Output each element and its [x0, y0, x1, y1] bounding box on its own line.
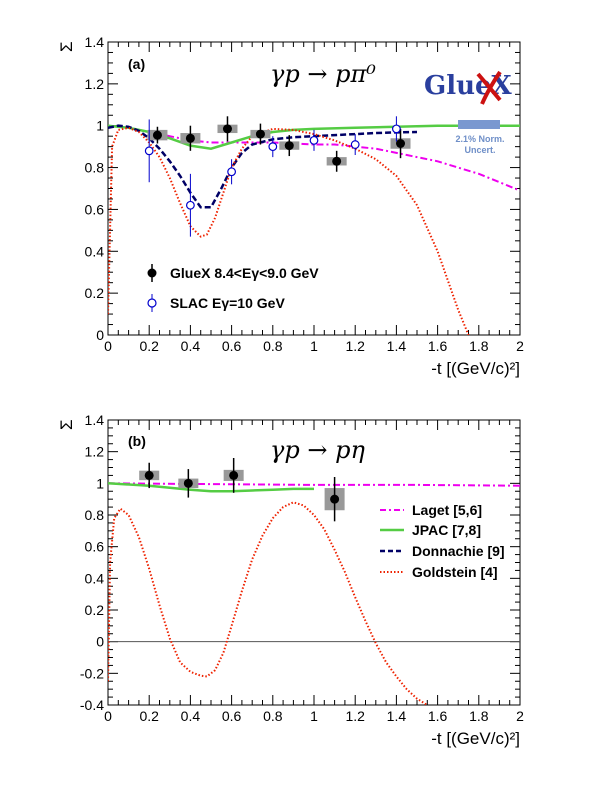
panel-a-xtick-label: 1.2	[345, 338, 365, 354]
legend-gluex-marker	[147, 268, 157, 278]
panel-b-ytick-label: 0.4	[85, 570, 105, 586]
panel-a-plot-area	[108, 116, 520, 335]
panel-b-ytick-label: 0	[96, 634, 104, 650]
panel-b-xtick-label: 0.8	[263, 708, 283, 724]
panel-a-xlabel: -t [(GeV/c)²]	[431, 359, 520, 378]
panel-a-gluex-point	[185, 133, 195, 143]
panel-a-tag: (a)	[128, 56, 145, 72]
panel-b-ylabel: Σ	[57, 419, 76, 430]
panel-b-xtick-label: 1.8	[469, 708, 489, 724]
gluex-logo-swoosh	[476, 70, 502, 105]
panel-b-xtick-label: 1.4	[387, 708, 407, 724]
panel-a-xtick-label: 1.4	[387, 338, 407, 354]
legend-slac-marker	[147, 298, 157, 308]
panel-b-gluex-point	[183, 478, 193, 488]
panel-b-ticks: 0 0.2 0.4 0.6 0.8 1 1.2 1.4 1.6 1.8 2 -0.4 -0.2 0 0.2 0…	[80, 412, 524, 724]
panel-b-ytick-label: 0.2	[85, 602, 105, 618]
panel-b-xtick-label: 0	[104, 708, 112, 724]
norm-uncert-line1: 2.1% Norm.	[455, 134, 504, 144]
panel-b-ytick-label: 0.6	[85, 539, 105, 555]
norm-uncert-box	[458, 120, 500, 129]
panel-b-xtick-label: 0.2	[139, 708, 159, 724]
panel-b-clipped	[108, 458, 520, 705]
panel-a-clipped	[108, 116, 520, 335]
panel-b-legend: Laget [5,6] JPAC [7,8] Donnachie [9] Gol…	[380, 502, 505, 580]
legend-laget-label: Laget [5,6]	[412, 502, 482, 518]
panel-b-gluex-point	[144, 470, 154, 480]
panel-a-legend: GlueX 8.4<Eγ<9.0 GeV SLAC Eγ=10 GeV	[147, 264, 319, 312]
legend-jpac-label: JPAC [7,8]	[412, 522, 481, 538]
panel-a-gluex-point	[255, 129, 265, 139]
panel-a-xtick-label: 1.6	[428, 338, 448, 354]
panel-a-xtick-label: 0.2	[139, 338, 159, 354]
panel-b-tag: (b)	[128, 433, 146, 449]
panel-a-slac-point	[392, 124, 401, 134]
panel-b-ytick-label: 1.2	[85, 444, 105, 460]
panel-b-xtick-label: 1.6	[428, 708, 448, 724]
panel-b-xlabel: -t [(GeV/c)²]	[431, 729, 520, 748]
panel-a-ytick-label: 0.6	[85, 201, 105, 217]
panel-a-ytick-label: 1.4	[85, 34, 105, 50]
panel-b-ytick-label: 1	[96, 475, 104, 491]
panel-a-ytick-label: 1.2	[85, 76, 105, 92]
panel-a-xtick-label: 2	[516, 338, 524, 354]
panel-a-ytick-label: 0.2	[85, 285, 105, 301]
panel-b: 0 0.2 0.4 0.6 0.8 1 1.2 1.4 1.6 1.8 2 -0.4 -0.2 0 0.2 0…	[57, 412, 524, 748]
panel-a-ytick-label: 0	[96, 327, 104, 343]
panel-b-gluex-point	[229, 470, 239, 480]
panel-a-gluex-point	[332, 156, 342, 166]
panel-b-reaction: γp → pη	[270, 436, 365, 464]
panel-b-gluex-point	[330, 494, 340, 504]
panel-b-curve-goldstein	[108, 501, 428, 705]
panel-b-ytick-label: 1.4	[85, 412, 105, 428]
panel-a-slac-point	[350, 140, 360, 149]
panel-b-ytick-label: -0.4	[80, 697, 104, 713]
gluex-logo: GlueX	[424, 70, 513, 105]
panel-b-curve-laget	[108, 482, 520, 487]
legend-goldstein-label: Goldstein [4]	[412, 564, 498, 580]
legend-slac-label: SLAC Eγ=10 GeV	[170, 295, 285, 311]
panel-a-xtick-label: 1	[310, 338, 318, 354]
panel-b-xtick-label: 1.2	[345, 708, 365, 724]
panel-a-xtick-label: 0.4	[181, 338, 201, 354]
legend-donnachie-label: Donnachie [9]	[412, 543, 505, 559]
panel-a-gluex-point	[284, 141, 294, 151]
panel-a-gluex-point	[222, 124, 232, 134]
panel-a-ylabel: Σ	[57, 41, 76, 52]
panel-a-gluex-point	[396, 139, 406, 149]
panel-a-curve-goldstein	[108, 126, 470, 335]
panel-a-xtick-label: 1.8	[469, 338, 489, 354]
panel-b-xtick-label: 0.4	[181, 708, 201, 724]
legend-gluex-label: GlueX 8.4<Eγ<9.0 GeV	[170, 265, 319, 281]
panel-a-xtick-label: 0	[104, 338, 112, 354]
panel-b-plot-area	[108, 458, 520, 705]
norm-uncert-line2: Uncert.	[464, 145, 495, 155]
panel-b-curve-jpac	[108, 482, 314, 493]
panel-a-slac-point	[268, 142, 278, 152]
panel-b-ytick-label: -0.2	[80, 665, 104, 681]
panel-a-ytick-label: 0.4	[85, 243, 105, 259]
panel-a-slac-point	[227, 167, 237, 177]
panel-a-curve-donnachie	[108, 124, 418, 209]
panel-a-curve-laget	[108, 124, 520, 192]
panel-a-xtick-label: 0.8	[263, 338, 283, 354]
panel-a-ytick-label: 0.8	[85, 160, 105, 176]
panel-a-ytick-label: 1	[96, 118, 104, 134]
panel-a: 0 0.2 0.4 0.6 0.8 1 1.2 1.4 1.6 1.8 2 0 0.2 0.4 0.6 0.8…	[57, 34, 524, 378]
panel-a-reaction: γp → pπ⁰	[270, 60, 376, 88]
panel-a-gluex-point	[152, 130, 162, 140]
panel-a-xtick-label: 0.6	[222, 338, 242, 354]
panel-b-xtick-label: 1	[310, 708, 318, 724]
panel-a-slac-point	[144, 146, 154, 156]
panel-b-xtick-label: 0.6	[222, 708, 242, 724]
panel-b-ytick-label: 0.8	[85, 507, 105, 523]
panel-a-slac-point	[309, 135, 319, 145]
panel-b-xtick-label: 2	[516, 708, 524, 724]
panel-a-slac-point	[185, 200, 195, 210]
